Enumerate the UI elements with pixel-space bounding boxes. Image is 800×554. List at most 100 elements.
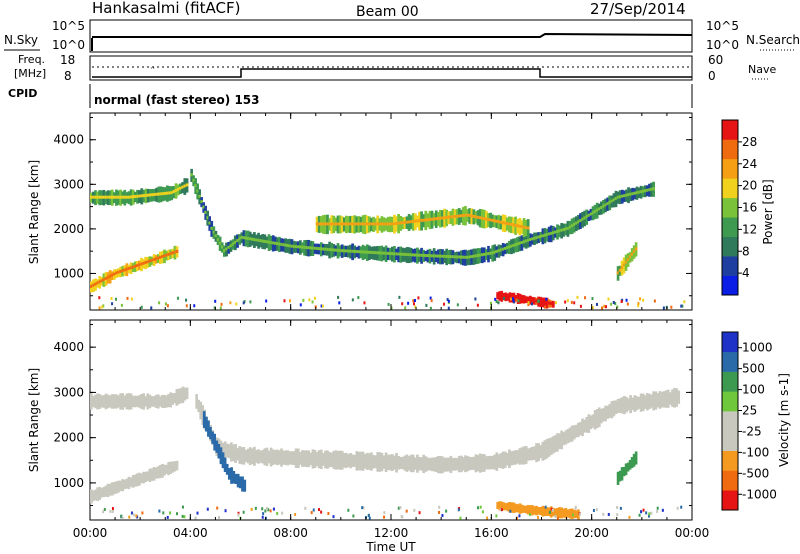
data-cell-core	[622, 263, 626, 267]
data-cell-core	[634, 247, 638, 251]
power-colorbar-label: Power [dB]	[761, 179, 775, 244]
data-cell-core	[336, 222, 340, 226]
data-cell-core	[405, 253, 409, 257]
clutter-cell	[554, 301, 557, 305]
y-tick-label: 3000	[53, 177, 84, 191]
clutter-cell	[357, 296, 360, 300]
data-cell	[123, 395, 127, 408]
data-cell-core	[652, 187, 655, 191]
data-cell-core	[420, 253, 423, 257]
colorbar-swatch	[722, 371, 738, 392]
data-cell	[294, 448, 298, 468]
clutter-cell	[637, 301, 640, 305]
data-cell-core	[568, 225, 572, 229]
data-cell	[131, 395, 135, 408]
data-cell	[616, 471, 620, 485]
clutter-cell	[121, 516, 124, 520]
data-cell-core	[411, 219, 415, 223]
data-cell	[399, 456, 403, 469]
data-cell-core	[459, 214, 463, 218]
data-cell	[326, 450, 329, 469]
data-cell	[602, 408, 605, 422]
data-cell-core	[545, 233, 549, 237]
data-cell-core	[504, 294, 508, 298]
velocity-colorbar-label: Velocity [m s-1]	[777, 373, 791, 467]
data-cell-core	[464, 213, 467, 217]
data-cell-core	[533, 298, 536, 302]
data-cell-core	[342, 222, 346, 226]
data-cell	[506, 502, 510, 512]
clutter-cell	[177, 296, 180, 300]
clutter-cell	[412, 299, 415, 303]
data-cell-core	[154, 257, 158, 261]
data-cell-core	[566, 226, 570, 230]
clutter-cell	[515, 298, 518, 302]
data-cell	[585, 416, 589, 433]
data-cell-core	[520, 297, 524, 301]
data-cell-core	[393, 222, 396, 226]
data-cell	[646, 393, 649, 411]
data-cell-core	[443, 216, 446, 220]
clutter-cell	[527, 301, 530, 305]
data-cell-core	[407, 253, 411, 257]
y-tick-label: 4000	[53, 340, 84, 354]
data-cell-core	[581, 217, 584, 221]
data-cell-core	[144, 193, 148, 197]
data-cell-core	[447, 215, 451, 219]
data-cell	[225, 463, 229, 475]
data-cell	[144, 471, 148, 482]
colorbar-swatch	[722, 430, 738, 451]
data-cell	[102, 486, 106, 498]
data-cell-core	[470, 255, 474, 259]
data-cell	[422, 454, 426, 474]
data-cell	[273, 450, 277, 465]
data-cell	[405, 454, 409, 472]
data-cell-core	[92, 195, 95, 199]
data-cell	[549, 437, 553, 455]
data-cell	[108, 483, 112, 496]
data-cell	[549, 506, 553, 518]
data-cell-core	[192, 178, 195, 182]
data-cell	[296, 448, 300, 469]
data-cell	[500, 501, 504, 511]
data-cell-core	[583, 216, 586, 220]
data-cell	[464, 455, 467, 473]
clutter-cell	[616, 505, 619, 509]
data-cell	[94, 394, 97, 409]
data-cell	[286, 450, 290, 466]
data-cell	[518, 503, 522, 514]
clutter-cell	[302, 298, 305, 302]
colorbar-swatch	[722, 139, 738, 160]
data-cell	[351, 454, 354, 467]
data-cell	[129, 477, 133, 487]
clutter-cell	[610, 302, 613, 306]
data-cell	[533, 506, 536, 515]
data-cell	[499, 453, 503, 469]
clutter-cell	[656, 509, 659, 513]
data-cell-core	[625, 193, 628, 197]
data-cell	[589, 415, 593, 430]
clutter-cell	[446, 298, 449, 302]
data-cell-core	[231, 242, 235, 246]
data-cell	[476, 455, 480, 472]
data-cell-core	[382, 222, 386, 226]
data-cell	[496, 502, 499, 510]
data-cell-core	[183, 184, 187, 188]
data-cell-core	[600, 206, 603, 210]
colorbar-tick-label: 24	[742, 157, 757, 171]
data-cell-core	[462, 255, 465, 259]
data-cell-core	[480, 253, 484, 257]
clutter-cell	[150, 306, 153, 310]
clutter-cell	[311, 300, 314, 304]
data-cell	[489, 455, 492, 470]
data-cell	[102, 395, 106, 408]
data-cell	[512, 502, 516, 514]
data-cell	[395, 452, 398, 473]
data-cell-core	[315, 222, 319, 226]
data-cell-core	[516, 224, 520, 228]
data-cell	[376, 452, 380, 472]
data-cell	[332, 450, 336, 469]
clutter-cell	[512, 300, 515, 304]
data-cell	[384, 452, 388, 473]
clutter-cell	[111, 509, 114, 513]
